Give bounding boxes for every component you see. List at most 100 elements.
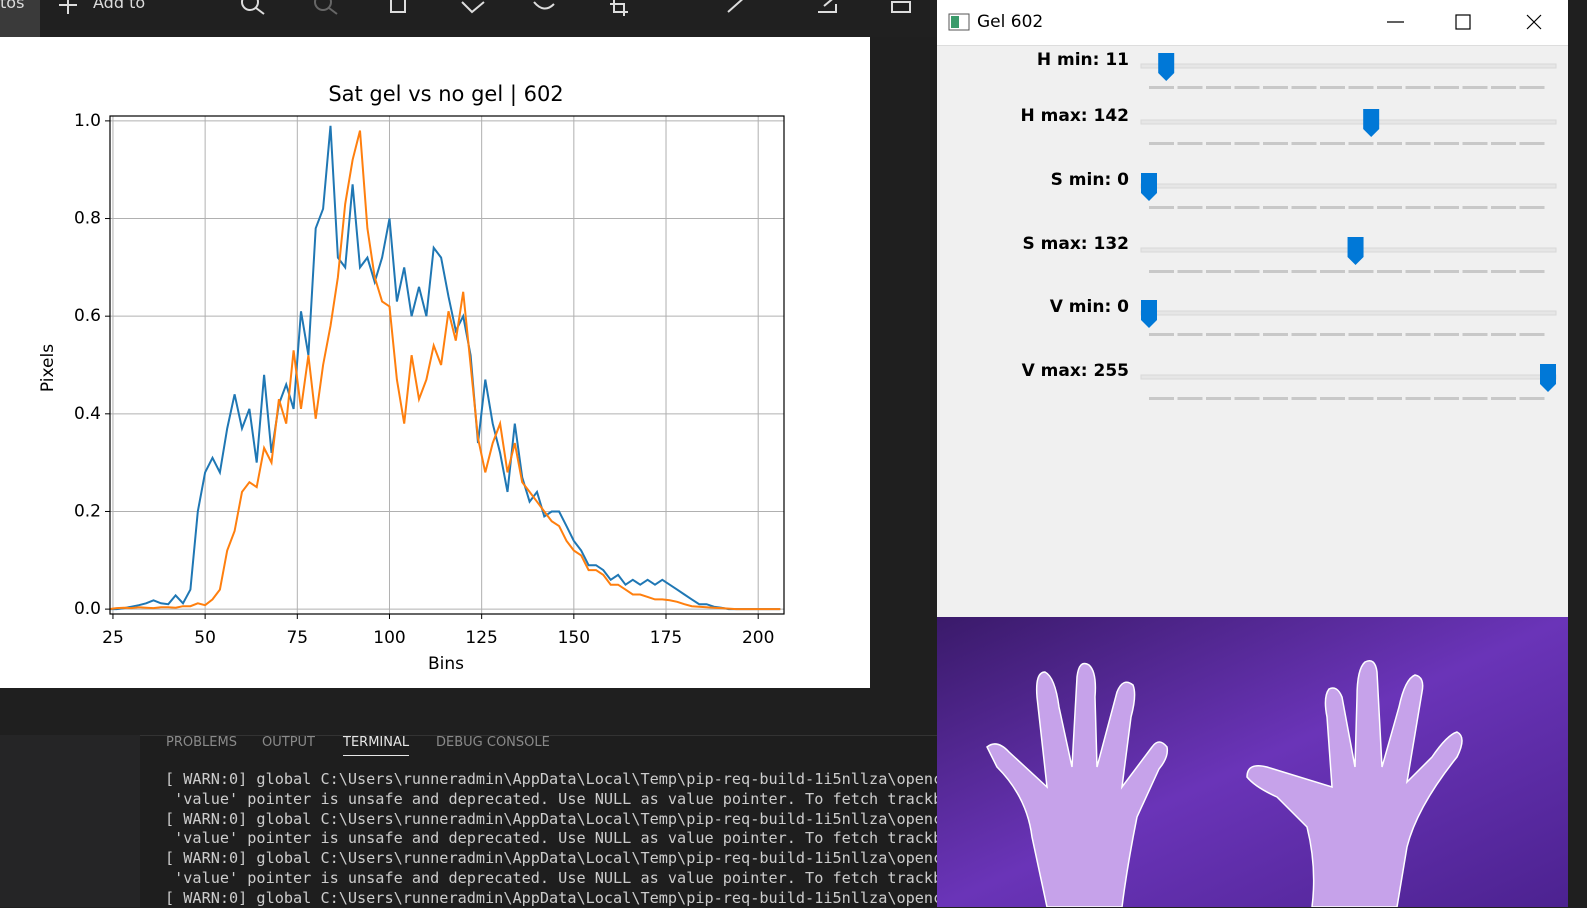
add-button[interactable]: Add to bbox=[93, 0, 146, 12]
trackbar-tick bbox=[1320, 397, 1345, 400]
x-tick-label: 175 bbox=[650, 628, 682, 648]
trackbar-tick bbox=[1263, 270, 1288, 273]
trackbar-tick bbox=[1177, 86, 1203, 89]
trackbar-thumb[interactable] bbox=[1141, 300, 1157, 328]
trackbar-tick bbox=[1519, 206, 1545, 209]
trackbar-tick bbox=[1405, 142, 1431, 145]
trackbar-tick bbox=[1320, 270, 1345, 273]
x-tick-label: 200 bbox=[742, 628, 774, 648]
app-tab[interactable] bbox=[0, 0, 40, 37]
trackbar-tick bbox=[1320, 142, 1345, 145]
trackbar-tick bbox=[1320, 86, 1345, 89]
zoom-out-icon[interactable] bbox=[314, 0, 332, 11]
trackbar-tick bbox=[1206, 142, 1231, 145]
trackbar-tick bbox=[1291, 142, 1317, 145]
trackbar-tick bbox=[1149, 270, 1174, 273]
y-tick-label: 0.0 bbox=[74, 599, 101, 619]
trackbar-tick bbox=[1462, 206, 1488, 209]
terminal-tab[interactable]: TERMINAL bbox=[343, 736, 410, 756]
trackbar-tick bbox=[1149, 397, 1174, 400]
trackbar-tick bbox=[1348, 86, 1374, 89]
trackbar-tick bbox=[1149, 142, 1174, 145]
trackbar-track bbox=[1140, 119, 1557, 125]
trackbar-tick bbox=[1377, 333, 1402, 336]
terminal-line: [ WARN:0] global C:\Users\runneradmin\Ap… bbox=[165, 809, 937, 828]
photos-toolbar: tos Add to bbox=[0, 0, 937, 37]
add-icon[interactable] bbox=[59, 0, 77, 14]
terminal-tab[interactable]: OUTPUT bbox=[262, 735, 315, 750]
figure-window: Sat gel vs no gel | 602 Bins Pixels 25 50… bbox=[0, 37, 870, 688]
trackbar-tick bbox=[1405, 333, 1431, 336]
trackbar-tick bbox=[1263, 86, 1288, 89]
trackbar-tick bbox=[1206, 86, 1231, 89]
trackbar-tick bbox=[1348, 142, 1374, 145]
terminal-line: [ WARN:0] global C:\Users\runneradmin\Ap… bbox=[165, 849, 937, 868]
terminal-line: 'value' pointer is unsafe and deprecated… bbox=[165, 869, 937, 887]
trackbar-tick bbox=[1348, 206, 1374, 209]
terminal-panel: PROBLEMS OUTPUT TERMINAL DEBUG CONSOLE [ WAR… bbox=[140, 735, 937, 908]
trackbar-tick bbox=[1434, 142, 1459, 145]
trackbar-label: H max: 142 bbox=[1020, 106, 1130, 126]
print-icon[interactable] bbox=[891, 1, 911, 13]
trackbar-thumb[interactable] bbox=[1363, 109, 1380, 137]
trackbar-tick bbox=[1320, 206, 1345, 209]
trackbar-thumb[interactable] bbox=[1347, 237, 1364, 265]
trackbar-tick bbox=[1377, 270, 1402, 273]
camera-image bbox=[937, 617, 1568, 907]
data-line bbox=[110, 130, 781, 611]
trackbar-tick bbox=[1462, 86, 1488, 89]
y-tick-label: 0.2 bbox=[74, 501, 101, 521]
terminal-line: [ WARN:0] global C:\Users\runneradmin\Ap… bbox=[165, 888, 937, 907]
terminal-tab[interactable]: PROBLEMS bbox=[166, 735, 237, 750]
trackbar-tick bbox=[1206, 270, 1231, 273]
window-controls bbox=[948, 13, 1542, 31]
maximize-button[interactable] bbox=[1455, 14, 1471, 30]
x-tick-label: 100 bbox=[373, 628, 405, 648]
y-tick-label: 0.6 bbox=[74, 306, 101, 326]
trackbar-tick bbox=[1491, 142, 1516, 145]
trackbar-tick bbox=[1405, 86, 1431, 89]
chart-title: Sat gel vs no gel | 602 bbox=[328, 82, 563, 107]
share-icon[interactable] bbox=[818, 0, 837, 13]
edit-icon[interactable] bbox=[727, 0, 746, 13]
trackbar-tick bbox=[1377, 397, 1402, 400]
trackbar-tick bbox=[1234, 206, 1260, 209]
close-button[interactable] bbox=[1526, 14, 1542, 30]
trackbar-tick bbox=[1491, 206, 1516, 209]
trackbar-tick bbox=[1177, 333, 1203, 336]
y-tick-label: 0.8 bbox=[74, 209, 101, 229]
plot-frame bbox=[109, 115, 785, 615]
x-axis-label: Bins bbox=[428, 654, 464, 674]
left-hand bbox=[986, 662, 1169, 907]
trackbar-tick bbox=[1462, 142, 1488, 145]
y-axis-label: Pixels bbox=[38, 344, 58, 392]
x-tick-label: 25 bbox=[102, 628, 124, 648]
trackbar-tick bbox=[1434, 86, 1459, 89]
trackbar-thumb[interactable] bbox=[1540, 364, 1556, 392]
trackbar-tick bbox=[1462, 397, 1488, 400]
terminal-line: 'value' pointer is unsafe and deprecated… bbox=[165, 789, 937, 808]
window-title: Gel 602 bbox=[977, 12, 1044, 32]
trackbar-tick bbox=[1291, 86, 1317, 89]
terminal-tab[interactable]: DEBUG CONSOLE bbox=[436, 735, 550, 750]
trackbar-thumb[interactable] bbox=[1158, 53, 1175, 81]
crop-icon[interactable] bbox=[610, 0, 628, 16]
zoom-in-icon[interactable] bbox=[241, 0, 259, 11]
trackbar-thumb[interactable] bbox=[1141, 173, 1157, 201]
trackbar-tick bbox=[1234, 142, 1260, 145]
right-hand bbox=[1246, 660, 1463, 907]
trackbar-track bbox=[1140, 183, 1557, 189]
x-tick-label: 125 bbox=[465, 628, 497, 648]
toolbar-icons bbox=[59, 0, 911, 16]
trackbar-tick bbox=[1519, 142, 1545, 145]
trackbar-tick bbox=[1348, 270, 1374, 273]
trackbar-tick bbox=[1263, 206, 1288, 209]
trackbar-track bbox=[1140, 310, 1557, 316]
trackbar-tick bbox=[1462, 270, 1488, 273]
delete-icon[interactable] bbox=[390, 0, 406, 13]
rotate-icon[interactable] bbox=[533, 1, 555, 10]
trackbar-tick bbox=[1434, 206, 1459, 209]
trackbar-tick bbox=[1177, 270, 1203, 273]
favorite-icon[interactable] bbox=[461, 1, 485, 14]
